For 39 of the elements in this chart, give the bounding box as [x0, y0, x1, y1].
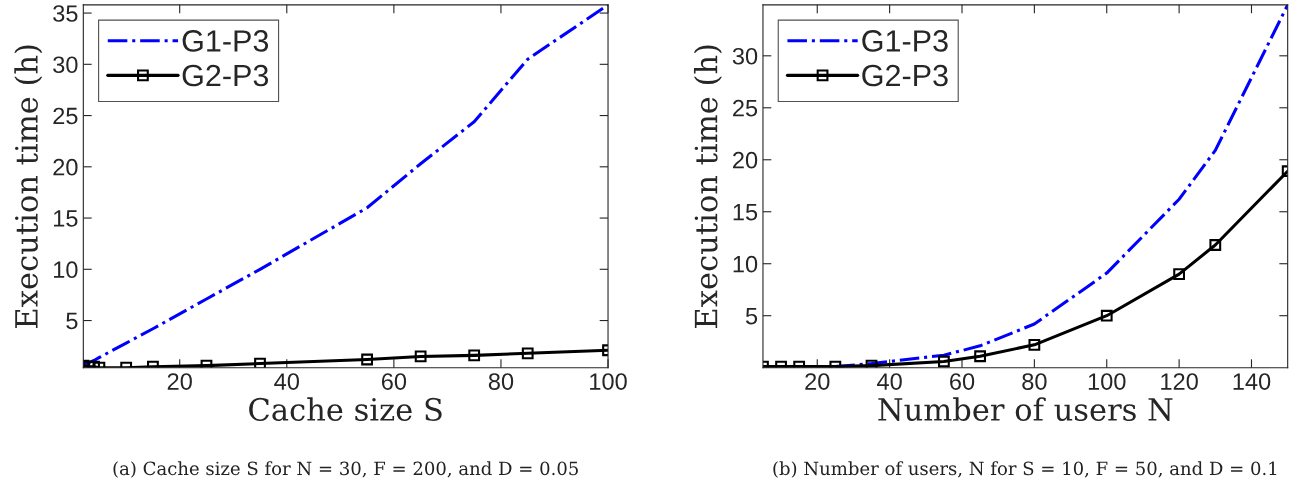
y-tick-label: 5 [66, 312, 78, 330]
y-tick-label: 10 [54, 261, 78, 279]
x-tick-label: 120 [1161, 373, 1198, 390]
text: (b) Number of users, N for S = 10, F = 50, and D = 0.1 [773, 461, 1277, 478]
y-axis-title: Execution time (h) [14, 45, 43, 328]
y-tick-label: 30 [732, 47, 758, 65]
point [1173, 268, 1186, 281]
x-tick-label: 140 [1233, 373, 1271, 390]
y-tick-label: 25 [53, 107, 78, 125]
y-tick-label: 10 [733, 255, 758, 273]
y-tick-label: 30 [53, 56, 78, 74]
point [1100, 309, 1113, 322]
y-tick-label: 35 [53, 5, 78, 22]
y-tick-label: 15 [54, 210, 78, 227]
x-tick-label: 60 [381, 373, 407, 390]
y-tick-label: 25 [733, 99, 758, 117]
y-tick-label: 15 [733, 204, 758, 221]
x-tick-label: 80 [488, 373, 514, 390]
x-tick-label: 80 [1022, 373, 1047, 390]
legend-label: G1-P3 [862, 30, 948, 52]
point [1209, 239, 1222, 251]
legend-label: G2-P3 [182, 64, 269, 87]
x-tick-label: 20 [167, 373, 192, 390]
legend-label: G2-P3 [862, 64, 948, 87]
y-tick-label: 20 [733, 151, 758, 169]
y-tick-label: 20 [53, 158, 78, 176]
x-axis-title: Cache size S [249, 397, 442, 421]
y-axis-title: Execution time (h) [693, 45, 722, 328]
legend-label: G1-P3 [182, 30, 269, 52]
y-tick-label: 5 [745, 308, 758, 325]
point [1028, 338, 1041, 351]
x-tick-label: 100 [590, 373, 627, 390]
x-tick-label: 60 [950, 373, 975, 390]
x-tick-label: 20 [805, 373, 830, 390]
x-axis-title: Number of users N [878, 397, 1173, 421]
x-tick-label: 40 [877, 373, 902, 390]
text: (a) Cache size S for N = 30, F = 200, and D = 0.05 [113, 461, 578, 478]
x-tick-label: 40 [274, 373, 299, 390]
x-tick-label: 100 [1088, 373, 1126, 390]
